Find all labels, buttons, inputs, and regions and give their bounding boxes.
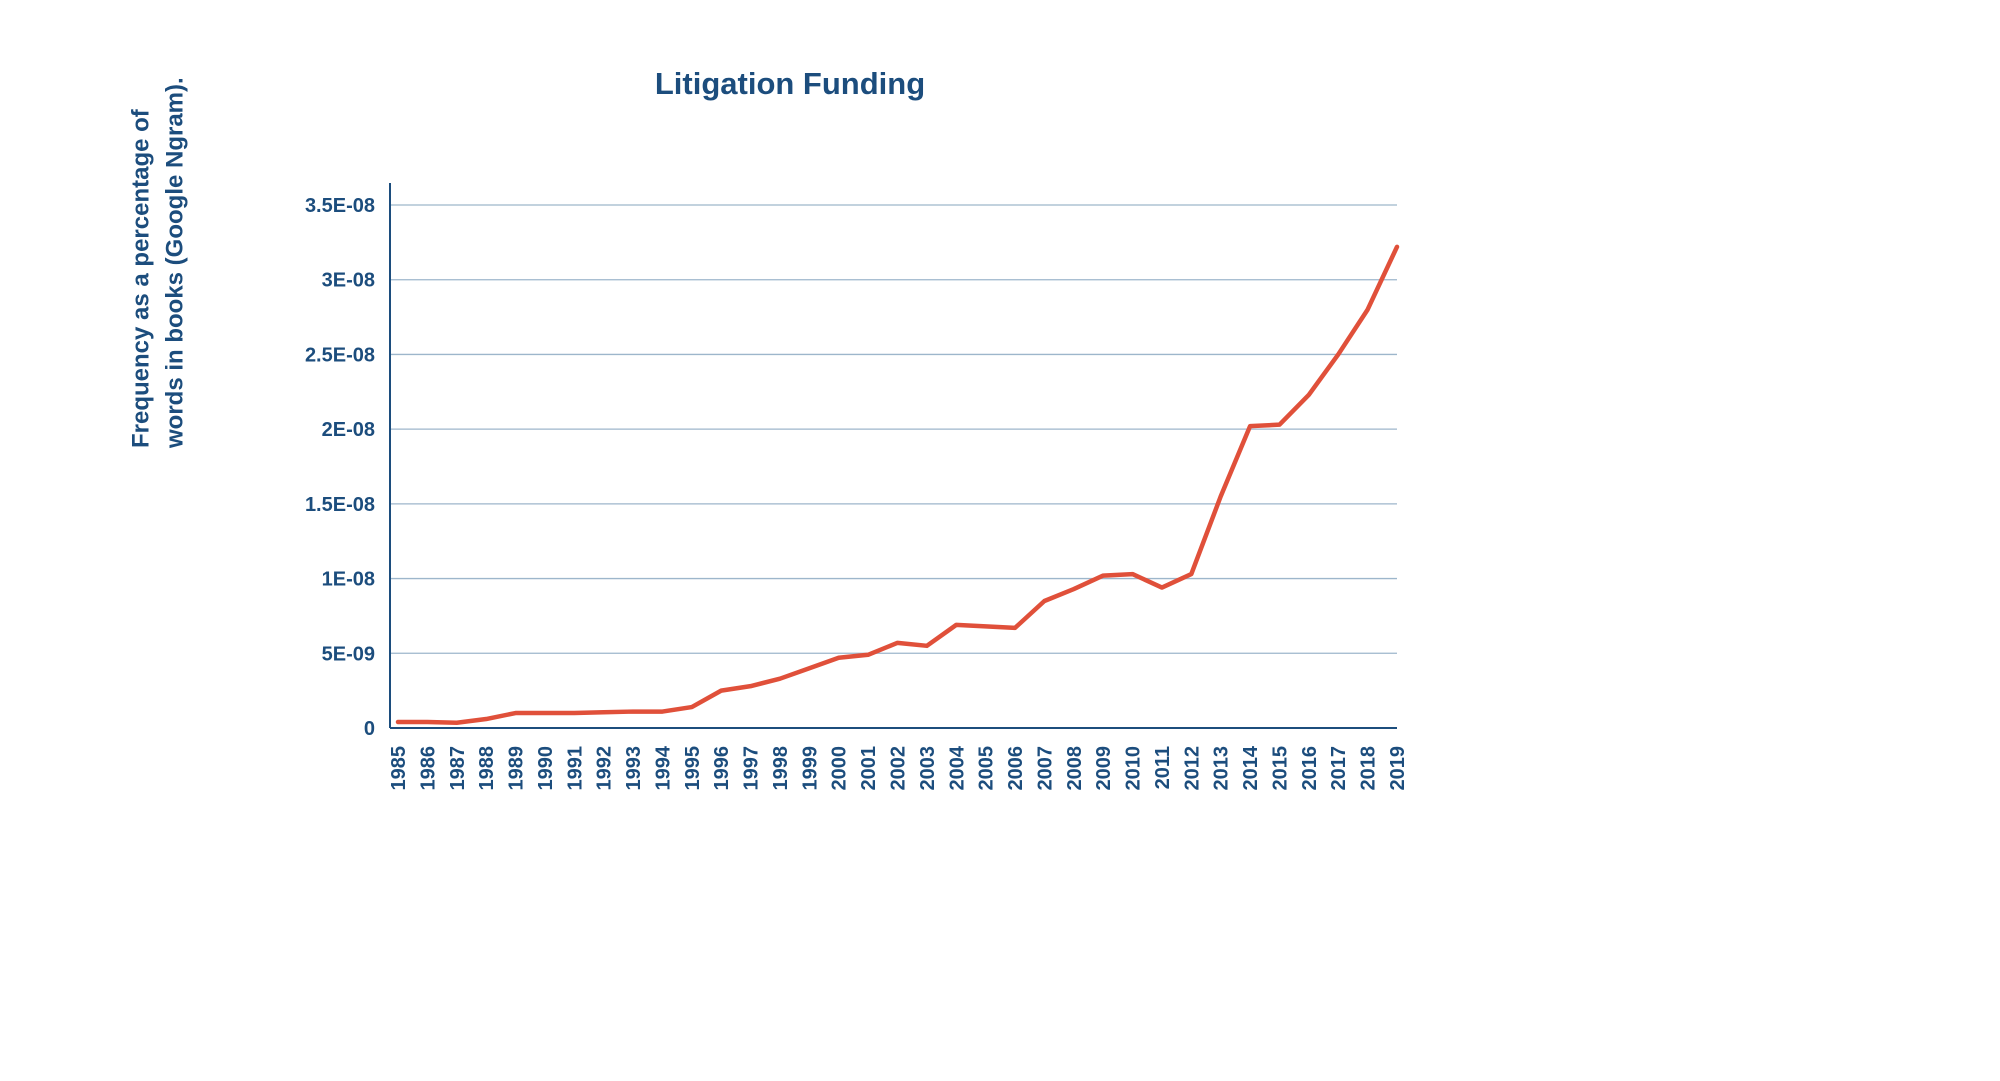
x-tick-label: 1994 bbox=[652, 745, 674, 790]
y-tick-label: 1E-08 bbox=[322, 569, 375, 591]
x-tick-label: 1993 bbox=[623, 746, 645, 791]
x-tick-label: 2008 bbox=[1064, 746, 1086, 791]
x-tick-label: 1992 bbox=[594, 746, 616, 791]
x-tick-label: 2006 bbox=[1005, 746, 1027, 791]
y-tick-label: 2.5E-08 bbox=[305, 344, 375, 366]
x-tick-label: 1989 bbox=[506, 746, 528, 791]
x-tick-label: 2009 bbox=[1093, 746, 1115, 791]
x-tick-label: 2011 bbox=[1152, 746, 1174, 789]
y-tick-label: 5E-09 bbox=[322, 643, 375, 665]
x-tick-label: 1997 bbox=[741, 746, 763, 791]
x-tick-label: 2019 bbox=[1387, 746, 1409, 791]
x-tick-label: 2013 bbox=[1211, 746, 1233, 791]
x-tick-label: 1998 bbox=[770, 746, 792, 791]
x-tick-label: 2005 bbox=[976, 746, 998, 791]
x-tick-label: 1999 bbox=[799, 746, 821, 791]
x-tick-label: 2007 bbox=[1034, 746, 1056, 791]
x-tick-label: 2003 bbox=[917, 746, 939, 791]
x-tick-label: 2002 bbox=[888, 746, 910, 791]
x-tick-label: 1996 bbox=[711, 746, 733, 791]
y-tick-label: 2E-08 bbox=[322, 419, 375, 441]
chart-title: Litigation Funding bbox=[654, 66, 926, 101]
x-tick-label: 1986 bbox=[417, 746, 439, 791]
x-tick-label: 2015 bbox=[1269, 746, 1291, 791]
x-tick-label: 2000 bbox=[829, 746, 851, 791]
y-tick-label: 3E-08 bbox=[322, 270, 375, 292]
x-tick-label: 1991 bbox=[564, 746, 586, 791]
x-tick-label: 1985 bbox=[388, 746, 410, 791]
x-tick-label: 2010 bbox=[1123, 746, 1145, 791]
y-tick-label: 0 bbox=[364, 718, 375, 740]
x-tick-label: 2004 bbox=[946, 745, 968, 790]
x-tick-label: 1987 bbox=[447, 746, 469, 791]
y-tick-label: 3.5E-08 bbox=[305, 195, 375, 217]
x-tick-label: 1988 bbox=[476, 746, 498, 791]
x-tick-label: 2014 bbox=[1240, 745, 1262, 790]
y-tick-label: 1.5E-08 bbox=[305, 494, 375, 516]
x-tick-label: 2018 bbox=[1358, 746, 1380, 791]
x-tick-label: 2001 bbox=[858, 746, 880, 791]
data-line-litigation-funding bbox=[395, 244, 1400, 726]
x-tick-label: 2012 bbox=[1181, 746, 1203, 791]
x-tick-label: 2016 bbox=[1299, 746, 1321, 791]
x-tick-label: 1990 bbox=[535, 746, 557, 791]
x-tick-label: 1995 bbox=[682, 746, 704, 791]
x-tick-label: 2017 bbox=[1328, 746, 1350, 791]
